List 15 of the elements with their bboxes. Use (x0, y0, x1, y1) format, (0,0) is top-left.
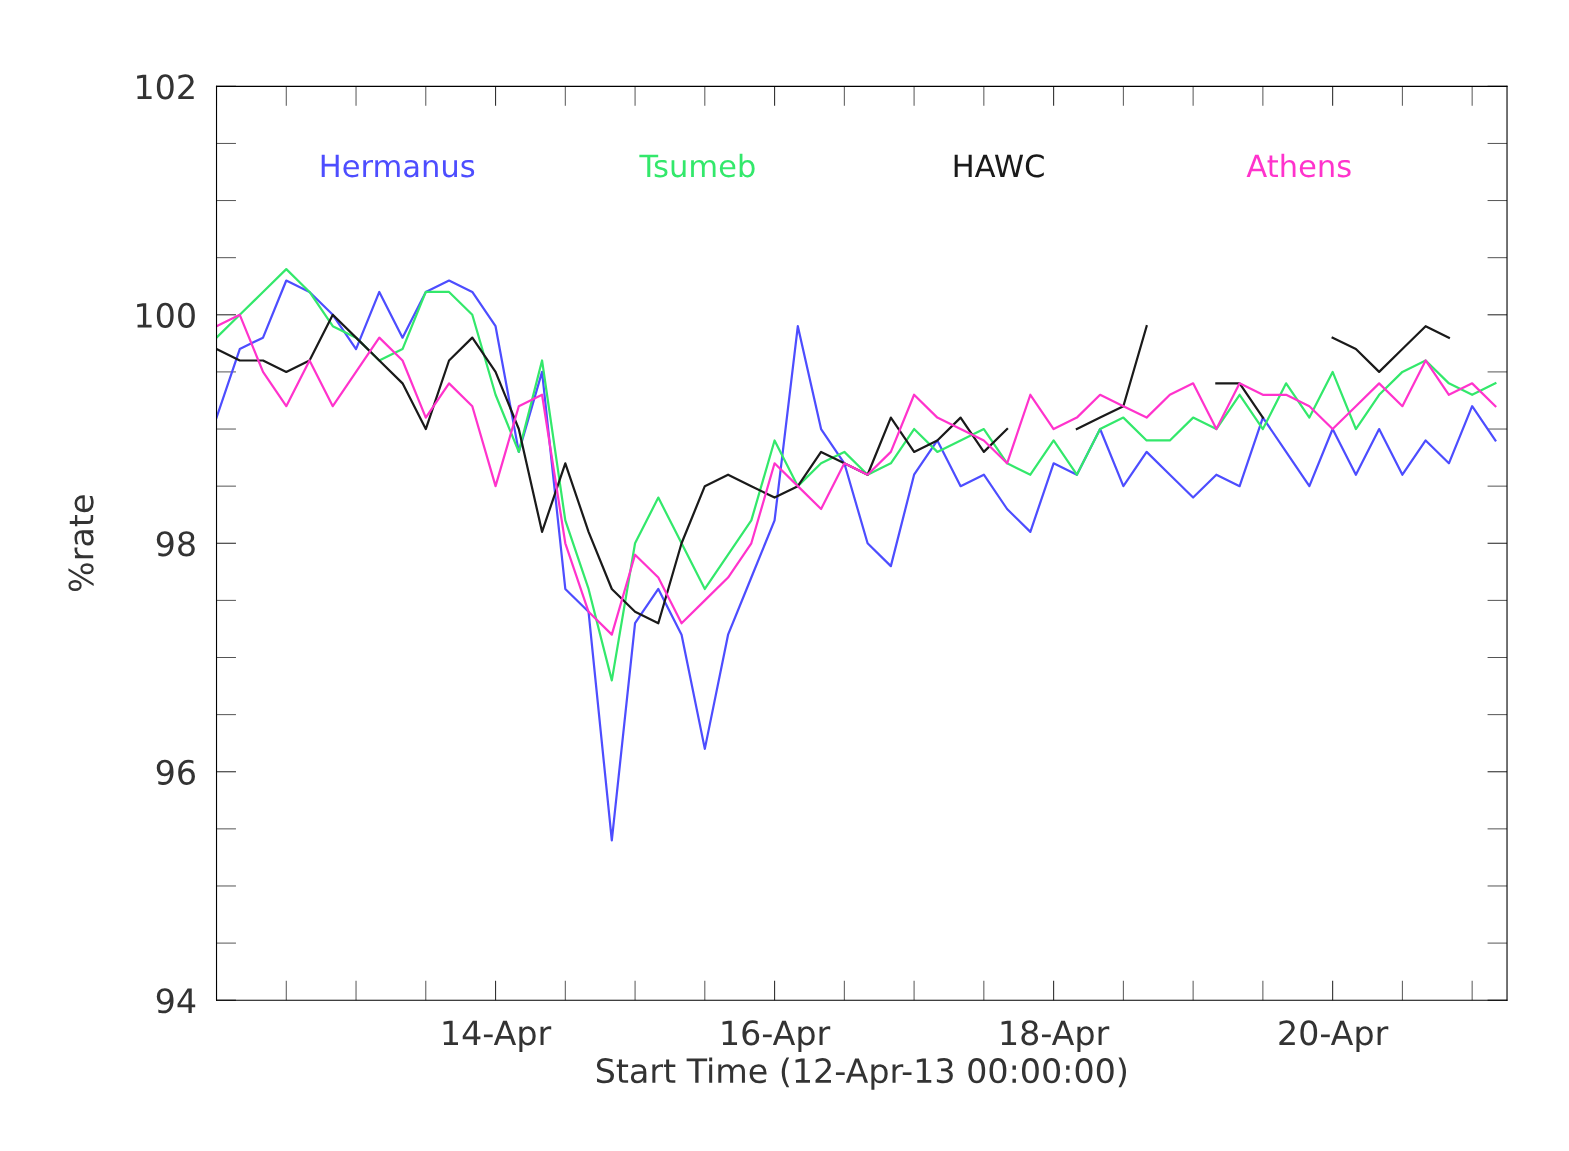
x-tick-label: 20-Apr (1279, 1020, 1389, 1052)
x-tick-label: 18-Apr (1001, 1020, 1110, 1052)
text: Hermanus (321, 154, 475, 178)
y-tick-label: 102 (137, 74, 194, 100)
x-tick-label: 16-Apr (722, 1020, 831, 1052)
text: Athens (1246, 153, 1351, 178)
y-tick-label: 96 (156, 759, 195, 785)
y-tick-label: 100 (137, 302, 195, 328)
text: HAWC (954, 154, 1044, 178)
text: Tsumeb (639, 153, 755, 178)
x-tick-label: 14-Apr (443, 1020, 552, 1052)
y-tick-label: 94 (156, 988, 196, 1014)
x-axis-title: Start Time (12-Apr-13 00:00:00) (596, 1057, 1126, 1090)
y-tick-label: 98 (156, 531, 195, 557)
y-axis-title: %rate (68, 495, 94, 592)
